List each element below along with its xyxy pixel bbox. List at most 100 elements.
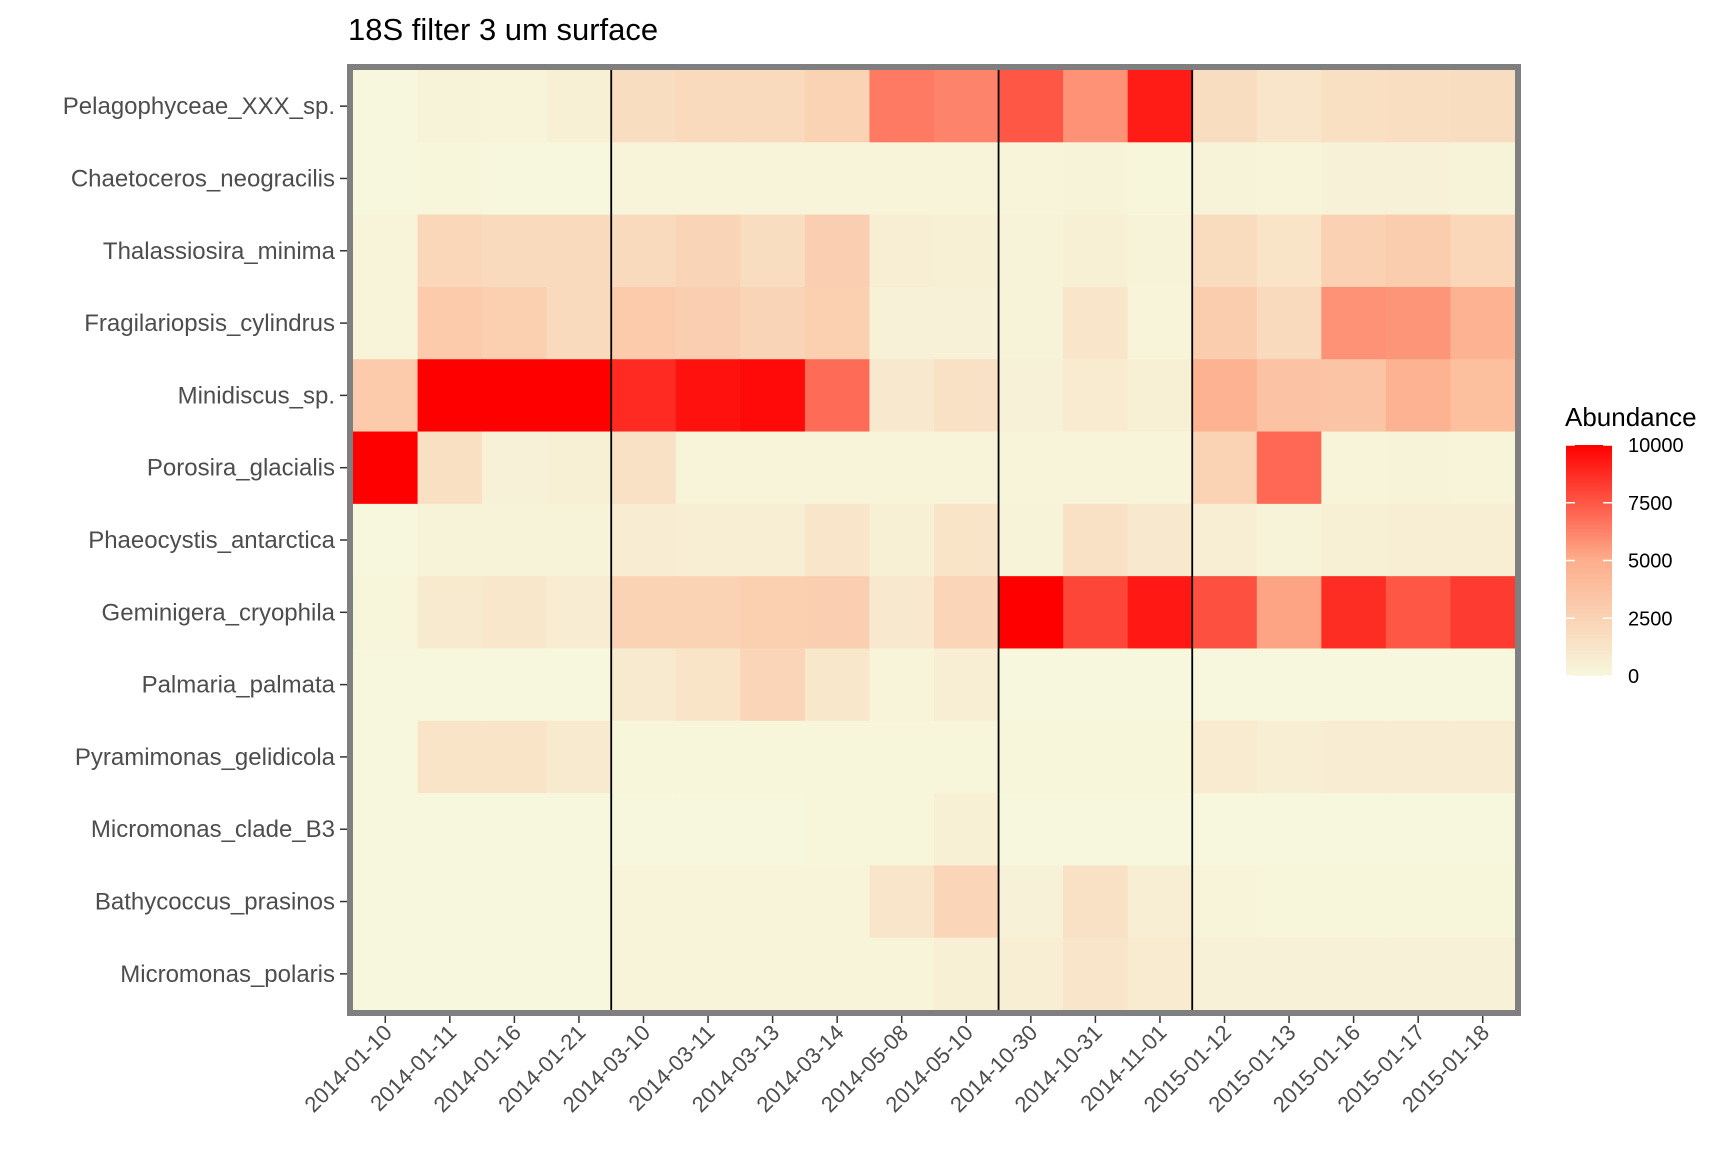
legend-ticks: 10000 7500 5000 2500 0 [1566,435,1684,688]
heatmap-cell [1385,865,1452,939]
heatmap-cell [804,720,871,794]
heatmap-cell [1192,720,1258,794]
heatmap-cell [482,720,548,794]
heatmap-cell [675,720,741,794]
panel-border [347,64,1521,1016]
heatmap-cell [675,793,741,866]
heatmap-cell [804,359,871,433]
heatmap-cell [1385,937,1452,1011]
heatmap-cell [1256,576,1322,650]
heatmap-cell [934,937,1000,1011]
heatmap-cell [869,70,935,143]
heatmap-cell [417,793,483,866]
y-axis: Pelagophyceae_XXX_sp. Chaetoceros_neograc… [63,93,347,988]
heatmap-cell [482,214,548,288]
heatmap-cell [611,431,677,505]
heatmap-cell [869,431,935,505]
heatmap-cell [1192,576,1258,650]
heatmap-cell [482,142,548,216]
heatmap-cell [1063,720,1129,794]
heatmap-cell [804,865,871,939]
heatmap-cell [1450,937,1516,1011]
heatmap-cell [998,937,1064,1011]
heatmap-cell [546,286,612,360]
heatmap-cell [482,431,548,505]
heatmap-cell [934,286,1000,360]
heatmap-cell [611,286,677,360]
heatmap-cell [1192,431,1258,505]
heatmap-cell [546,793,612,866]
y-tick-label: Minidiscus_sp. [178,382,335,409]
heatmap-cell [740,720,806,794]
heatmap-cell [998,576,1064,650]
heatmap-cell [1127,648,1193,722]
heatmap-cell [869,793,935,866]
heatmap-cell [546,70,612,143]
separator-lines [610,67,1194,1013]
heatmap-cell [546,720,612,794]
heatmap-cell [611,720,677,794]
heatmap-cell [1256,937,1322,1011]
heatmap-cell [1063,576,1129,650]
heatmap-cell [1063,286,1129,360]
heatmap-cell [869,286,935,360]
heatmap-cell [1127,359,1193,433]
y-tick-label: Pyramimonas_gelidicola [75,744,336,771]
heatmap-cell [546,648,612,722]
y-tick-label: Thalassiosira_minima [103,238,336,265]
heatmap-cell [353,937,419,1011]
heatmap-cell [675,937,741,1011]
heatmap-cell [1321,503,1387,577]
heatmap-cell [611,214,677,288]
y-tick-label: Pelagophyceae_XXX_sp. [63,93,335,120]
heatmap-cell [675,286,741,360]
heatmap-cell [546,503,612,577]
heatmap-cell [611,793,677,866]
heatmap-cell [1127,937,1193,1011]
heatmap-cell [1450,503,1516,577]
heatmap-cell [804,70,871,143]
heatmap-cell [611,576,677,650]
y-tick-label: Geminigera_cryophila [102,599,336,626]
chart-title: 18S filter 3 um surface [348,12,658,47]
heatmap-cell [417,720,483,794]
heatmap-cell [740,937,806,1011]
heatmap-cell [804,431,871,505]
heatmap-cell [1450,793,1516,866]
heatmap-cell [1385,70,1452,143]
heatmap-cell [934,359,1000,433]
heatmap-cell [1450,359,1516,433]
heatmap-cell [1321,359,1387,433]
heatmap-cell [1063,865,1129,939]
heatmap-cell [1063,648,1129,722]
heatmap-cell [546,865,612,939]
heatmap-cell [740,359,806,433]
heatmap-cell [869,865,935,939]
heatmap-cell [482,937,548,1011]
legend-tick-label: 10000 [1628,435,1684,457]
heatmap-cell [1450,720,1516,794]
heatmap-cell [869,359,935,433]
heatmap-cell [1127,70,1193,143]
heatmap-cell [1321,937,1387,1011]
heatmap-cell [1321,648,1387,722]
heatmap-cell [740,142,806,216]
heatmap-cell [1127,576,1193,650]
heatmap-cell [1256,720,1322,794]
heatmap-cell [417,865,483,939]
legend-title: Abundance [1565,402,1697,432]
heatmap-cell [1192,286,1258,360]
y-tick-label: Palmaria_palmata [142,672,336,699]
heatmap-cell [1256,286,1322,360]
heatmap-cell [482,503,548,577]
heatmap-cell [482,793,548,866]
heatmap-cell [1321,142,1387,216]
heatmap-cell [1127,865,1193,939]
heatmap-cell [611,503,677,577]
heatmap-cell [1256,431,1322,505]
heatmap-cell [1192,142,1258,216]
heatmap-cell [675,648,741,722]
heatmap-cell [869,142,935,216]
heatmap-cell [740,431,806,505]
